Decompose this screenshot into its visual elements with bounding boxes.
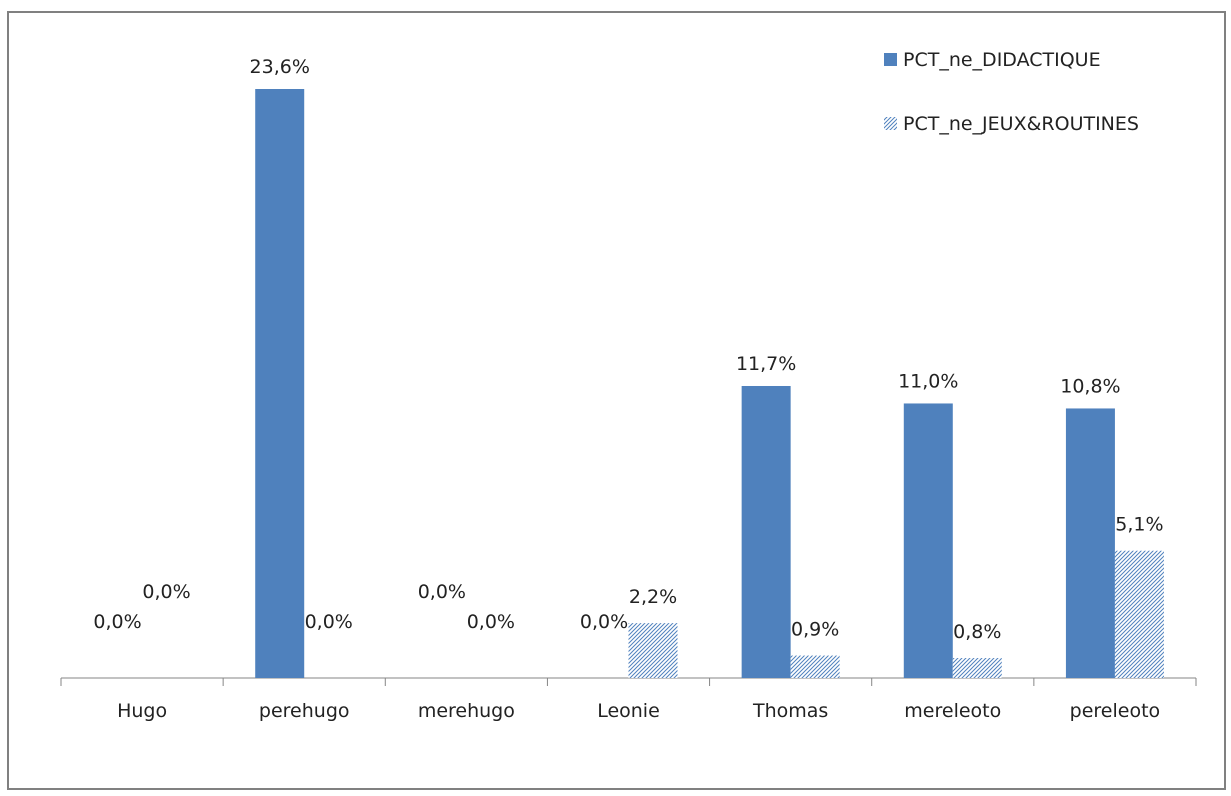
chart-frame	[7, 11, 1226, 790]
x-tick-label: mereleoto	[904, 700, 1001, 722]
legend-label: PCT_ne_JEUX&ROUTINES	[903, 113, 1139, 135]
data-label: 10,8%	[1060, 375, 1120, 397]
bar-jeux-routines	[952, 658, 1002, 678]
bar-jeux-routines	[1114, 550, 1164, 678]
legend-swatch	[884, 53, 897, 66]
x-tick-labels: Hugo perehugo merehugo Leonie Thomas mereleot…	[117, 700, 1160, 722]
bars	[255, 89, 1164, 678]
data-label: 5,1%	[1115, 514, 1163, 536]
legend-label: PCT_ne_DIDACTIQUE	[903, 49, 1101, 71]
bar-didactique	[903, 403, 953, 678]
data-label: 0,0%	[580, 611, 628, 633]
x-tick-label: Thomas	[752, 700, 828, 722]
data-label: 0,0%	[305, 611, 353, 633]
data-label: 11,7%	[736, 353, 796, 375]
x-axis	[60, 677, 1197, 686]
data-label: 0,0%	[418, 581, 466, 603]
data-label: 0,9%	[791, 619, 839, 641]
bar-jeux-routines	[628, 623, 678, 678]
x-tick-label: Leonie	[597, 700, 660, 722]
x-tick-label: perehugo	[259, 700, 350, 722]
bar-didactique	[1065, 408, 1115, 678]
data-label: 0,0%	[142, 581, 190, 603]
data-labels: 0,0%0,0%23,6%0,0%0,0%0,0% 0,0%2,2%11,7%0,…	[93, 56, 1163, 643]
data-label: 11,0%	[898, 370, 958, 392]
bar-jeux-routines	[790, 655, 840, 678]
data-label: 0,0%	[93, 611, 141, 633]
legend-swatch	[884, 117, 897, 130]
data-label: 2,2%	[629, 586, 677, 608]
x-tick-label: pereleoto	[1070, 700, 1161, 722]
bar-didactique	[255, 89, 305, 678]
data-label: 0,8%	[953, 621, 1001, 643]
x-tick-label: Hugo	[117, 700, 167, 722]
data-label: 0,0%	[467, 611, 515, 633]
legend: PCT_ne_DIDACTIQUE PCT_ne_JEUX&ROUTINES	[884, 49, 1139, 135]
bar-didactique	[741, 385, 791, 678]
data-label: 23,6%	[250, 56, 310, 78]
x-tick-label: merehugo	[418, 700, 515, 722]
